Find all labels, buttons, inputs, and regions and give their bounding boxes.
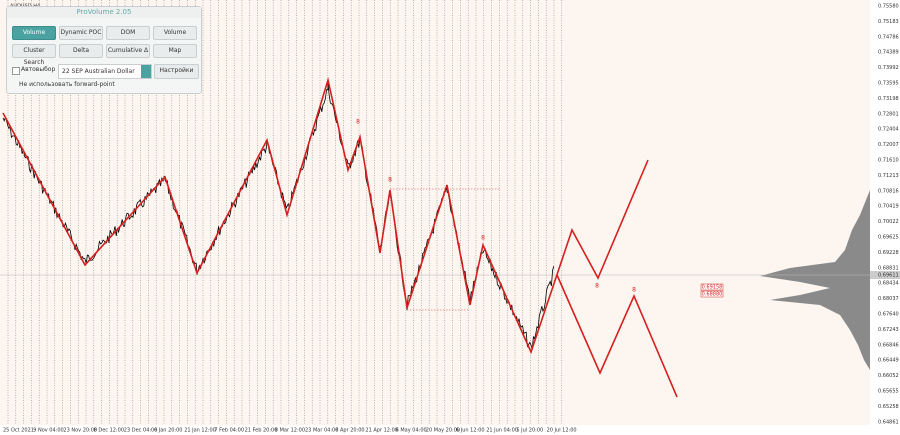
wave-mark: 8 — [481, 235, 485, 242]
price-label: 0.71610 — [878, 158, 899, 164]
time-label: 6 Apr 20:00 — [335, 428, 364, 434]
level-box — [700, 290, 724, 298]
time-label: 6 May 04:00 — [396, 428, 427, 434]
price-label: 0.66846 — [878, 342, 899, 348]
time-label: 21 Apr 12:00 — [365, 428, 398, 434]
level-label: 0.68880 — [702, 292, 723, 298]
panel-button[interactable]: Delta — [59, 44, 103, 58]
price-label: 0.67243 — [878, 327, 899, 333]
price-label: 0.74389 — [878, 50, 899, 56]
wave-mark: 8 — [595, 283, 599, 290]
time-label: 25 Oct 2021 — [3, 428, 34, 434]
panel-title: ProVolume 2.05 — [7, 7, 201, 18]
volume-profile — [760, 190, 870, 370]
price-label: 0.73595 — [878, 81, 899, 87]
price-label: 0.65258 — [878, 404, 899, 410]
price-label: 0.70419 — [878, 204, 899, 210]
dropdown-arrow[interactable] — [141, 65, 151, 78]
price-label: 0.70022 — [878, 219, 899, 225]
time-label: 23 Dec 04:00 — [124, 428, 158, 434]
price-label: 0.70816 — [878, 188, 899, 194]
price-label: 0.69228 — [878, 250, 899, 256]
price-label: 0.66052 — [878, 373, 899, 379]
time-axis-bg — [0, 425, 870, 435]
time-label: 20 Jul 12:00 — [547, 428, 577, 434]
time-label: 6 Jun 12:00 — [456, 428, 485, 434]
instrument-select[interactable]: 22 SEP Australian Dollar — [58, 64, 152, 79]
level-box — [700, 283, 724, 291]
price-label: 0.68434 — [878, 281, 899, 287]
price-label: 0.68831 — [878, 265, 899, 271]
settings-button[interactable]: Настройки — [154, 64, 199, 79]
zigzag — [2, 76, 649, 355]
price-axis-bg — [870, 0, 900, 435]
panel-button[interactable]: Volume — [153, 26, 197, 40]
wave-mark: 8 — [388, 177, 392, 184]
zigzag-projection — [556, 274, 678, 398]
price-label: 0.75580 — [878, 4, 899, 10]
price-label: 0.73198 — [878, 96, 899, 102]
time-label: 8 Mar 12:00 — [275, 428, 305, 434]
time-label: 21 Jan 12:00 — [184, 428, 216, 434]
price-label: 0.72007 — [878, 142, 899, 148]
forward-point: Не использовать forward-point — [19, 81, 115, 88]
wave-mark: 8 — [632, 287, 636, 294]
current-price-box — [870, 271, 900, 279]
time-label: 6 Jan 20:00 — [154, 428, 182, 434]
time-label: 9 Nov 04:00 — [33, 428, 64, 434]
price-label: 0.74786 — [878, 34, 899, 40]
time-label: 21 Jun 04:00 — [486, 428, 518, 434]
level-label: 0.69158 — [702, 285, 723, 291]
instrument: 22 SEP Australian Dollar — [62, 68, 135, 75]
price-label: 0.65655 — [878, 389, 899, 395]
time-label: 23 Nov 20:00 — [63, 428, 97, 434]
panel-button[interactable]: Cumulative Δ — [106, 44, 150, 58]
price-label: 0.72801 — [878, 111, 899, 117]
wave-mark: 8 — [356, 119, 360, 126]
time-label: 7 Feb 04:00 — [214, 428, 244, 434]
price-label: 0.72404 — [878, 127, 899, 133]
price-label: 0.68037 — [878, 296, 899, 302]
time-label: 23 Mar 04:00 — [305, 428, 338, 434]
price-label: 0.67640 — [878, 312, 899, 318]
auto-label: Автовыбор — [21, 66, 56, 73]
current-price: 0.69611 — [878, 273, 899, 279]
time-label: 8 Dec 12:00 — [94, 428, 124, 434]
price-label: 0.71213 — [878, 173, 899, 179]
panel-button[interactable]: Map — [153, 44, 197, 58]
auto-checkbox[interactable] — [12, 67, 20, 75]
time-label: 20 May 20:00 — [426, 428, 460, 434]
panel-button[interactable]: Volume Profile — [12, 26, 56, 48]
provolume-panel: ProVolume 2.05 Volume ProfileDynamic POC… — [6, 6, 202, 94]
price-label: 0.66449 — [878, 358, 899, 364]
panel-button[interactable]: Cluster Search — [12, 44, 56, 66]
price-label: 0.69625 — [878, 235, 899, 241]
panel-button[interactable]: Dynamic POC — [59, 26, 103, 40]
panel-button[interactable]: DOM — [106, 26, 150, 40]
time-label: 5 Jul 20:00 — [516, 428, 543, 434]
price-label: 0.64861 — [878, 419, 899, 425]
price-label: 0.73992 — [878, 65, 899, 71]
price-label: 0.75183 — [878, 19, 899, 25]
time-label: 21 Feb 20:00 — [245, 428, 278, 434]
